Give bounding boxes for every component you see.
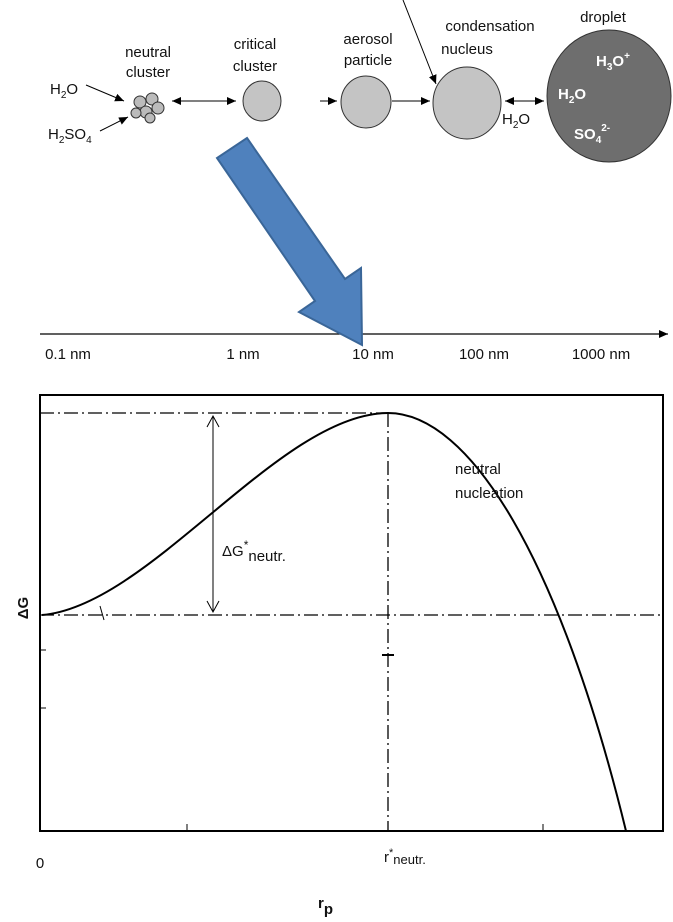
stage-label: aerosol	[343, 31, 392, 48]
text-part: r	[318, 895, 324, 912]
energy-graph: ΔG*neutr. neutral nucleation ΔG 0 r*neut…	[15, 394, 664, 918]
text-part: SO	[574, 126, 596, 143]
species: H2O	[502, 111, 530, 131]
scale-label: 10 nm	[352, 346, 394, 363]
scale-label: 1000 nm	[572, 346, 630, 363]
droplet	[546, 29, 672, 163]
text-part: p	[324, 901, 333, 918]
text-part: H	[558, 86, 569, 103]
barrier-label: ΔG*neutr.	[222, 538, 286, 565]
origin-label: 0	[36, 855, 44, 872]
energy-curve	[41, 411, 627, 832]
stage-label: droplet	[580, 9, 627, 26]
condensation-nucleus	[432, 66, 502, 140]
text-part: 2	[59, 135, 65, 146]
text-part: H	[48, 126, 59, 143]
scale-label: 0.1 nm	[45, 346, 91, 363]
text-part: neutr.	[248, 548, 286, 565]
text-part: +	[624, 51, 630, 62]
curve-label: nucleation	[455, 485, 523, 502]
text-part: H	[50, 81, 61, 98]
text-part: 2	[513, 120, 519, 131]
text-part: O	[518, 111, 530, 128]
arrow	[99, 116, 129, 132]
arrow	[402, 0, 437, 85]
text-part: ΔG	[222, 543, 244, 560]
arrow	[85, 84, 125, 102]
species: H2O	[50, 81, 78, 101]
critical-cluster	[242, 80, 282, 122]
text-part: 2	[569, 95, 575, 106]
scale-label: 100 nm	[459, 346, 509, 363]
tick	[99, 605, 105, 621]
text-part: neutr.	[393, 852, 426, 867]
text-part: H	[502, 111, 513, 128]
stage-label: condensation	[445, 18, 534, 35]
text-part: H	[596, 53, 607, 70]
stages: neutral cluster H2O H2SO4 critical clust…	[48, 0, 672, 163]
stage-label: cluster	[126, 64, 170, 81]
stage-label: particle	[344, 52, 392, 69]
curve-label: neutral	[455, 461, 501, 478]
stage-label: critical	[234, 36, 277, 53]
y-axis-label: ΔG	[15, 597, 32, 619]
stage-label: cluster	[233, 58, 277, 75]
scale-label: 1 nm	[226, 346, 259, 363]
text-part: O	[574, 86, 586, 103]
plot-frame	[39, 394, 664, 832]
stage-label: nucleus	[441, 41, 493, 58]
text-part: 2-	[601, 123, 610, 134]
text-part: r	[384, 849, 389, 866]
text-part: O	[612, 53, 624, 70]
species: H3O+	[596, 51, 630, 73]
text-part: *	[389, 847, 394, 859]
pointer-arrow	[215, 136, 364, 347]
text-part: 3	[607, 62, 613, 73]
text-part: *	[244, 538, 249, 552]
species: SO42-	[574, 123, 610, 146]
text-part: 4	[86, 135, 92, 146]
species: H2SO4	[48, 126, 92, 146]
species: H2O	[558, 86, 586, 106]
text-part: 2	[61, 90, 67, 101]
stage-label: neutral	[125, 44, 171, 61]
x-axis-label: rp	[318, 895, 333, 918]
text-part: SO	[64, 126, 86, 143]
text-part: O	[66, 81, 78, 98]
aerosol-particle	[340, 75, 392, 129]
text-part: 4	[596, 135, 602, 146]
cluster-blob	[130, 92, 165, 124]
critical-radius-label: r*neutr.	[384, 847, 426, 867]
